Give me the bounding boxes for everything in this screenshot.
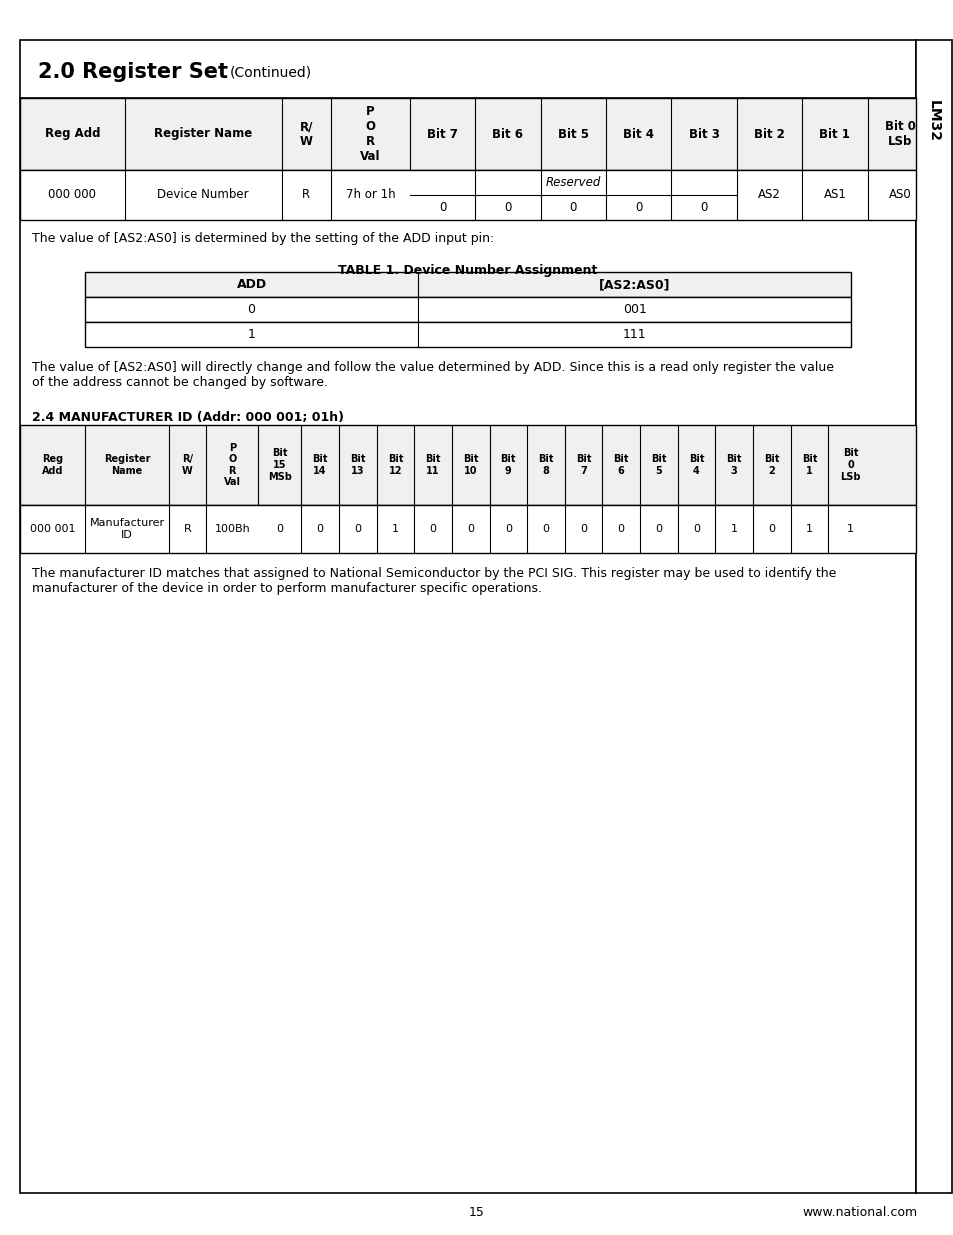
Text: P
O
R
Val: P O R Val [359,105,380,163]
Text: Bit
9: Bit 9 [500,454,516,475]
Text: 0: 0 [276,524,283,534]
Text: 000 001: 000 001 [30,524,75,534]
Text: AS1: AS1 [822,189,845,201]
Bar [85,296,850,322]
Text: Bit
8: Bit 8 [537,454,553,475]
Text: Bit 6: Bit 6 [492,127,523,141]
Text: Bit 4: Bit 4 [622,127,654,141]
Text: Reg
Add: Reg Add [42,454,64,475]
Text: The value of [AS2:AS0] will directly change and follow the value determined by A: The value of [AS2:AS0] will directly cha… [32,361,833,389]
Bar [20,98,915,170]
Text: 0: 0 [579,524,586,534]
Text: 0: 0 [316,524,323,534]
Bar [915,40,951,1193]
Text: Bit
0
LSb: Bit 0 LSb [840,448,860,482]
Text: ADD: ADD [236,278,267,291]
Bar [85,272,850,296]
Text: 0: 0 [354,524,361,534]
Text: Bit
13: Bit 13 [350,454,365,475]
Bar [20,425,915,505]
Text: 0: 0 [542,524,549,534]
Text: 2.0 Register Set: 2.0 Register Set [38,62,228,82]
Text: Bit
3: Bit 3 [725,454,741,475]
Text: Bit
2: Bit 2 [763,454,779,475]
Text: 7h or 1h: 7h or 1h [345,189,395,201]
Text: 0: 0 [504,524,511,534]
Text: 0: 0 [692,524,700,534]
Text: Bit
7: Bit 7 [576,454,591,475]
Text: 1: 1 [805,524,812,534]
Text: 0: 0 [655,524,661,534]
Text: Bit 2: Bit 2 [753,127,784,141]
Text: 0: 0 [569,201,577,214]
Text: AS2: AS2 [758,189,781,201]
Text: TABLE 1. Device Number Assignment: TABLE 1. Device Number Assignment [338,264,598,277]
Text: Bit 7: Bit 7 [427,127,457,141]
Text: LM32: LM32 [926,100,940,142]
Text: 0: 0 [700,201,707,214]
Text: Register Name: Register Name [154,127,253,141]
Text: 0: 0 [618,524,624,534]
Text: 0: 0 [503,201,511,214]
Text: 1: 1 [730,524,737,534]
Text: (Continued): (Continued) [230,65,312,79]
Text: 0: 0 [467,524,474,534]
Text: 001: 001 [622,303,646,316]
Text: 100Bh: 100Bh [214,524,250,534]
Text: 0: 0 [248,303,255,316]
Bar [85,322,850,347]
Text: [AS2:AS0]: [AS2:AS0] [598,278,670,291]
Text: R/
W: R/ W [299,120,313,148]
Text: R: R [302,189,310,201]
Text: Bit 1: Bit 1 [819,127,849,141]
Text: Register
Name: Register Name [104,454,151,475]
Text: Reserved: Reserved [545,177,600,189]
Text: 1: 1 [248,329,255,341]
Text: Reg Add: Reg Add [45,127,100,141]
Text: 111: 111 [622,329,646,341]
Text: AS0: AS0 [888,189,911,201]
Text: The manufacturer ID matches that assigned to National Semiconductor by the PCI S: The manufacturer ID matches that assigne… [32,567,836,595]
Text: Bit
11: Bit 11 [425,454,440,475]
Text: Bit
5: Bit 5 [650,454,666,475]
Text: P
O
R
Val: P O R Val [224,442,240,488]
Text: Bit
14: Bit 14 [312,454,328,475]
Text: Bit 3: Bit 3 [688,127,719,141]
Text: The value of [AS2:AS0] is determined by the setting of the ADD input pin:: The value of [AS2:AS0] is determined by … [32,232,494,245]
Text: Bit
1: Bit 1 [801,454,817,475]
Text: 0: 0 [438,201,446,214]
Text: 0: 0 [767,524,775,534]
Text: R: R [184,524,192,534]
Text: Device Number: Device Number [157,189,249,201]
Text: www.national.com: www.national.com [801,1207,917,1219]
Text: Bit
12: Bit 12 [387,454,403,475]
Text: R/
W: R/ W [182,454,193,475]
Text: 1: 1 [846,524,853,534]
Text: Bit
4: Bit 4 [688,454,703,475]
Text: Bit
15
MSb: Bit 15 MSb [268,448,292,482]
Text: Bit 0
LSb: Bit 0 LSb [884,120,915,148]
Text: 0: 0 [429,524,436,534]
Text: Bit
6: Bit 6 [613,454,628,475]
Bar [20,170,915,220]
Text: 0: 0 [635,201,641,214]
Text: 2.4 MANUFACTURER ID (Addr: 000 001; 01h): 2.4 MANUFACTURER ID (Addr: 000 001; 01h) [32,411,344,424]
Text: Manufacturer
ID: Manufacturer ID [90,519,165,540]
Bar [20,505,915,553]
Text: 15: 15 [469,1207,484,1219]
Text: 000 000: 000 000 [49,189,96,201]
Text: Bit 5: Bit 5 [558,127,588,141]
Text: Bit
10: Bit 10 [462,454,478,475]
Text: 1: 1 [392,524,398,534]
